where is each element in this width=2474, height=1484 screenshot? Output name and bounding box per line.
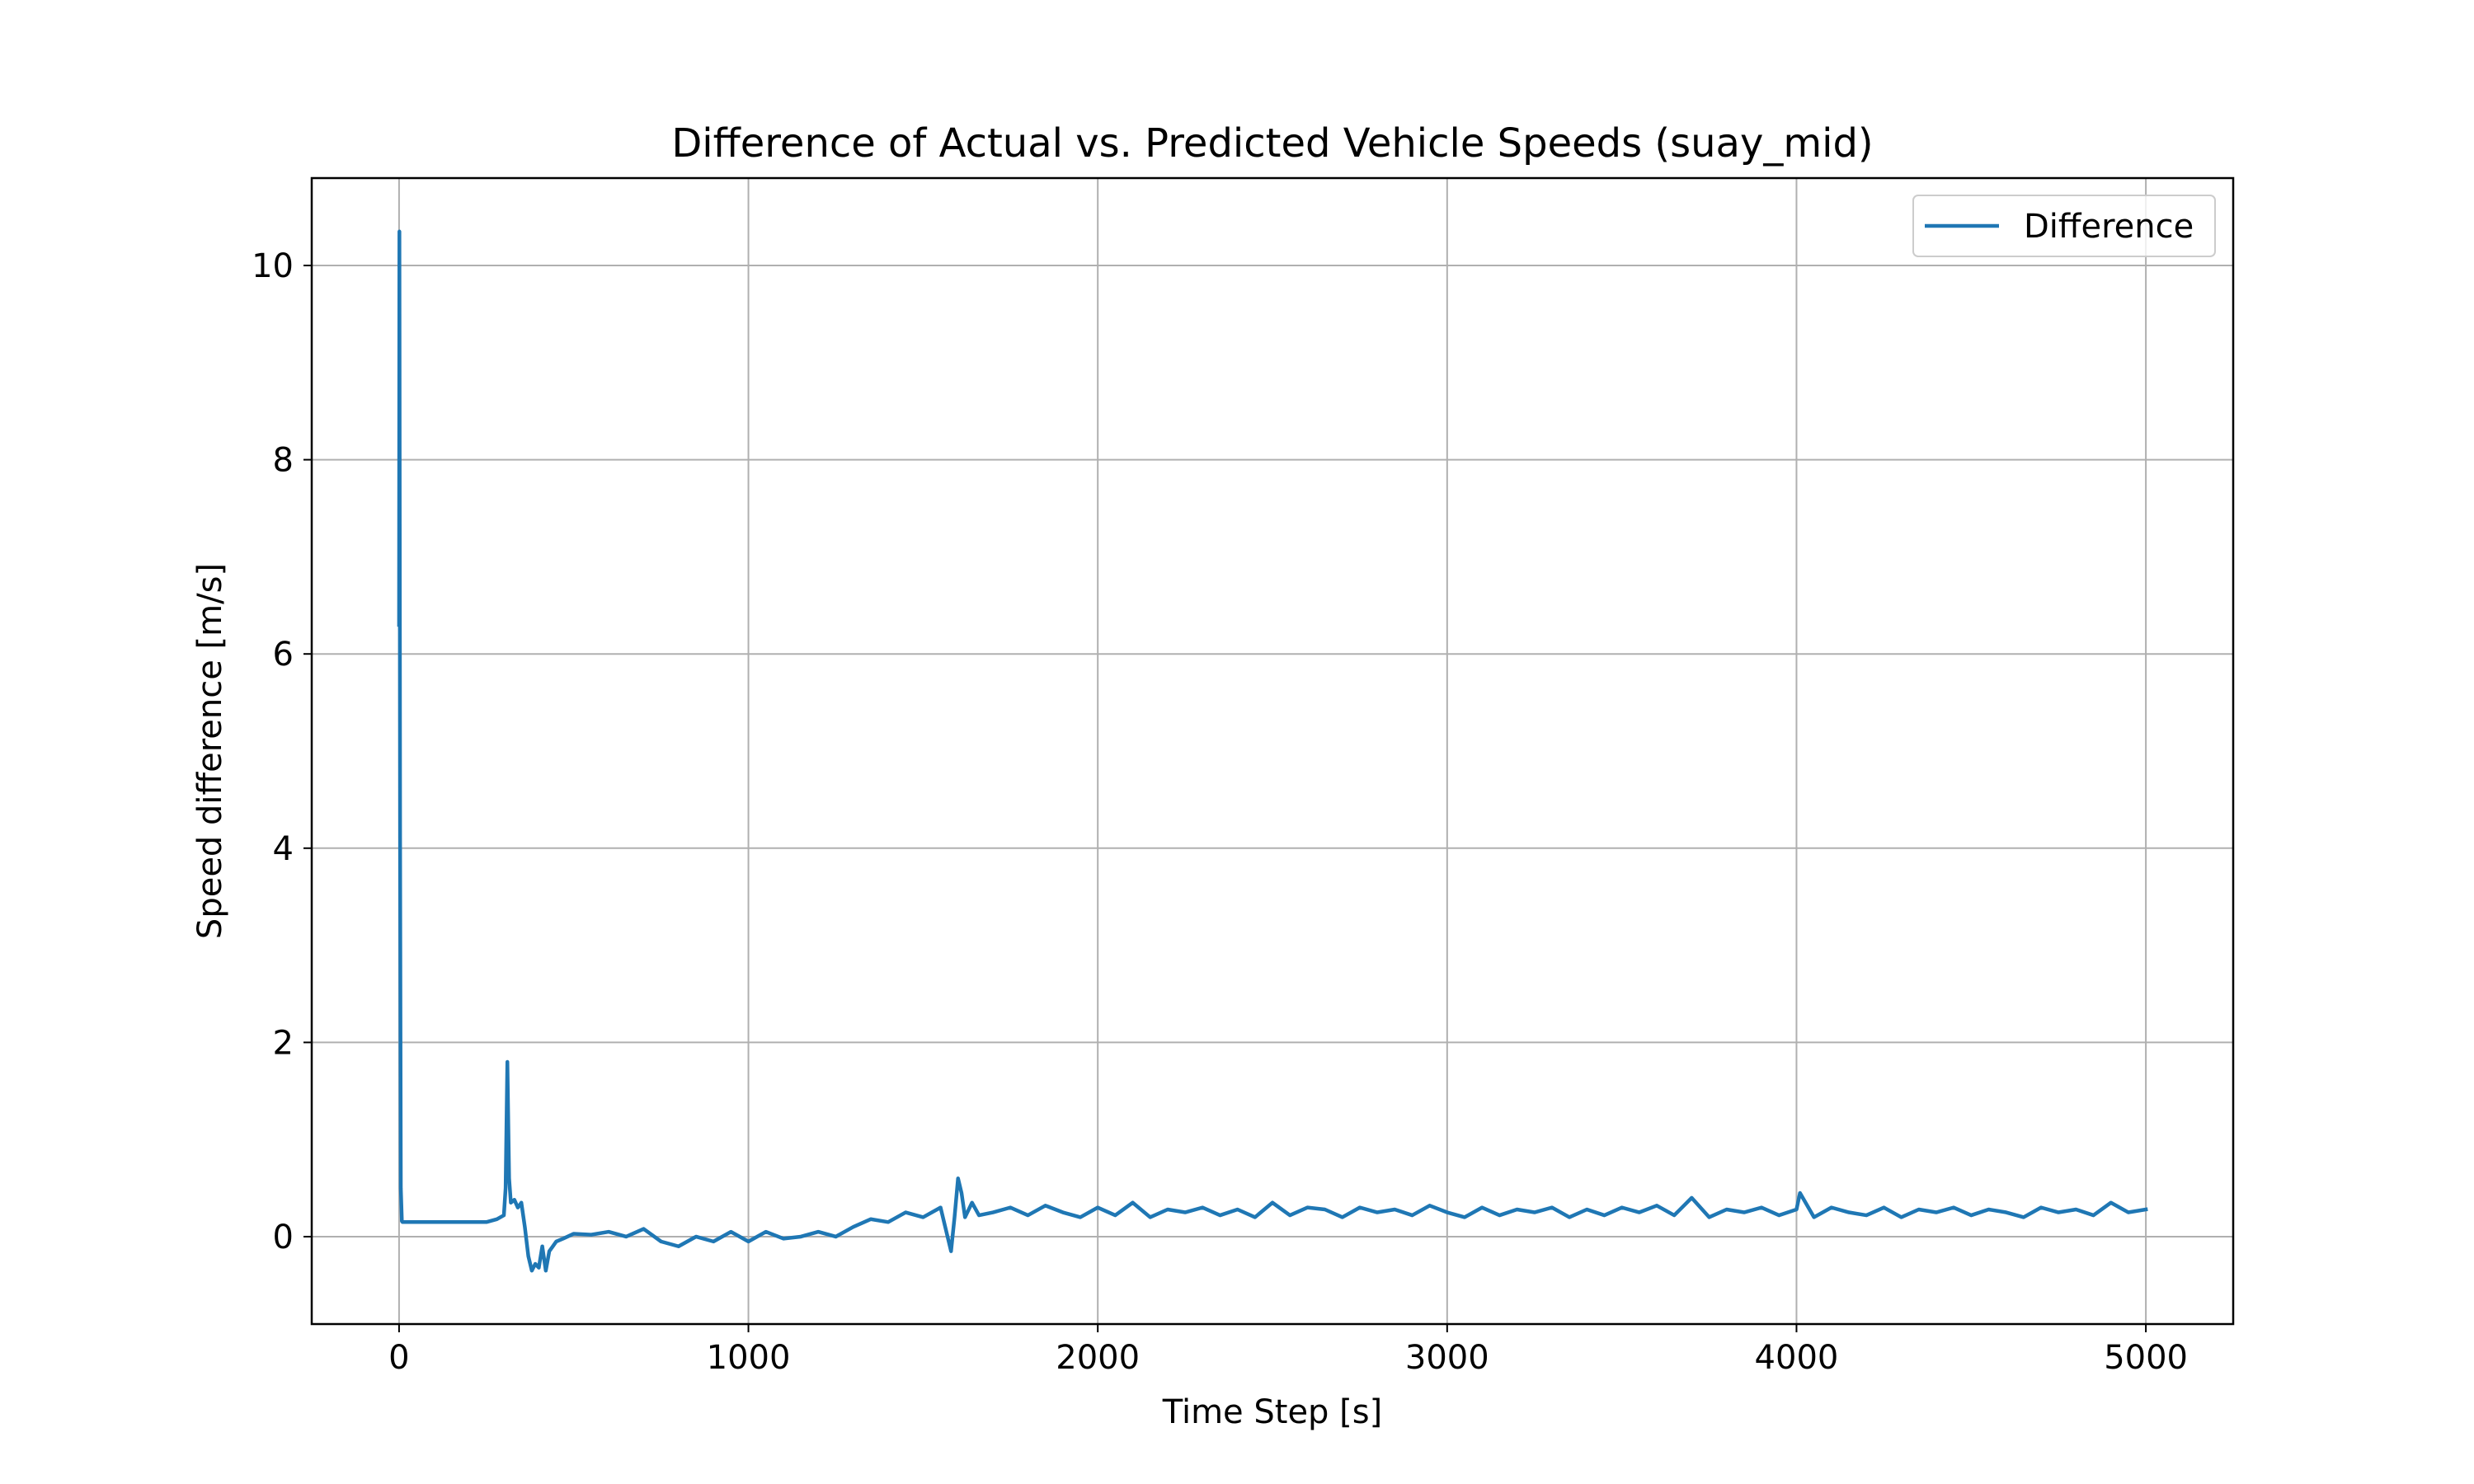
x-tick-label: 4000 [1755,1339,1839,1377]
x-tick-label: 1000 [707,1339,791,1377]
x-tick-label: 3000 [1405,1339,1489,1377]
series-layer [397,229,2148,1273]
y-tick-label: 8 [273,442,294,480]
legend-label-difference: Difference [2024,208,2194,246]
y-tick-label: 0 [273,1219,294,1256]
y-tick-label: 10 [252,247,294,285]
y-tick-label: 2 [273,1024,294,1062]
y-axis-ticks: 0 2 4 6 8 10 [252,247,312,1256]
plot-frame [310,176,2235,1326]
x-axis-ticks: 0 1000 2000 3000 4000 5000 [388,1324,2188,1377]
y-tick-label: 4 [273,830,294,868]
y-tick-label: 6 [273,636,294,674]
series-line-difference [397,229,2148,1273]
x-tick-label: 2000 [1056,1339,1140,1377]
legend-box [1912,195,2216,257]
y-axis-label: Speed difference [m/s] [191,563,229,939]
x-tick-label: 0 [388,1339,409,1377]
legend: Difference [1912,195,2216,257]
x-tick-label: 5000 [2104,1339,2188,1377]
chart-title: Difference of Actual vs. Predicted Vehic… [671,120,1873,167]
x-axis-label: Time Step [s] [1162,1393,1382,1431]
grid-layer [312,178,2233,1324]
